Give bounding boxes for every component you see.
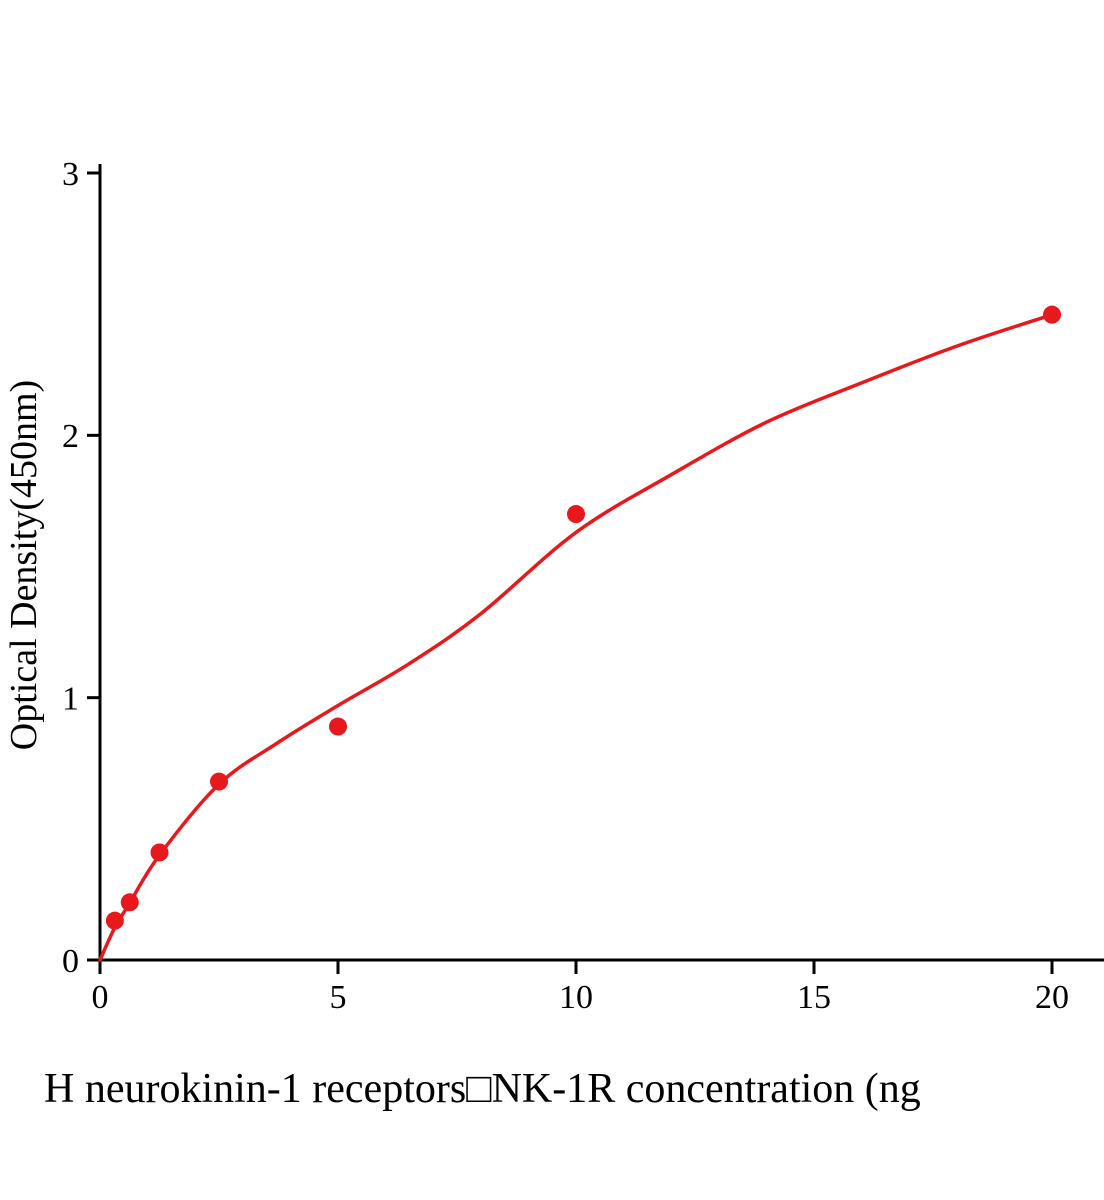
y-axis-label: Optical Density(450nm) [3,380,45,750]
data-points [105,305,1061,930]
x-tick-label: 20 [1035,979,1069,1016]
x-tick-label: 0 [92,979,109,1016]
tick-marks [87,171,1054,974]
data-point [567,505,585,524]
y-tick-label: 0 [62,943,79,980]
x-tick-label: 10 [559,979,593,1016]
data-point [1043,305,1061,324]
data-point [150,843,169,862]
fitted-curve [98,312,1054,962]
data-point [105,911,124,930]
y-tick-label: 2 [62,418,79,455]
x-tick-label: 5 [330,979,347,1016]
data-point [210,772,228,791]
fit-curve-path [98,312,1054,962]
tick-labels: 0 1 2 3 0 5 10 15 20 [62,156,1069,1016]
x-axis-title: H neurokinin-1 receptors□NK-1R concentra… [44,1066,921,1112]
y-tick-label: 1 [62,681,79,718]
data-point [329,717,347,736]
axes [98,164,1104,962]
y-tick-label: 3 [62,156,79,193]
x-tick-label: 15 [797,979,831,1016]
data-point [120,893,139,912]
